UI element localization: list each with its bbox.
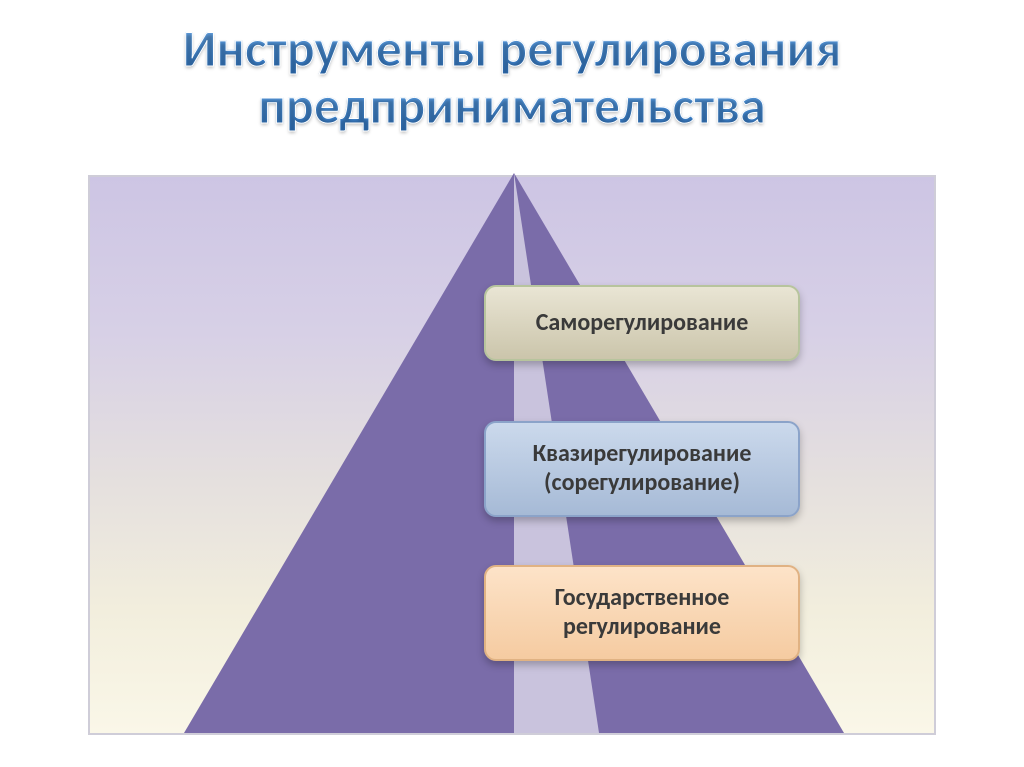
- box-label: Квазирегулирование (сорегулирование): [500, 440, 784, 498]
- title-line-1: Инструменты регулирования: [183, 16, 842, 80]
- box-label: Саморегулирование: [536, 309, 749, 338]
- diagram-panel: Саморегулирование Квазирегулирование (со…: [88, 175, 936, 735]
- box-state-regulation: Государственное регулирование: [484, 565, 800, 661]
- box-quasi-regulation: Квазирегулирование (сорегулирование): [484, 421, 800, 517]
- title-line-2: предпринимательства: [258, 73, 766, 137]
- slide: Инструменты регулирования предпринимател…: [0, 0, 1024, 767]
- box-self-regulation: Саморегулирование: [484, 285, 800, 361]
- slide-title: Инструменты регулирования предпринимател…: [0, 20, 1024, 134]
- box-label: Государственное регулирование: [500, 584, 784, 642]
